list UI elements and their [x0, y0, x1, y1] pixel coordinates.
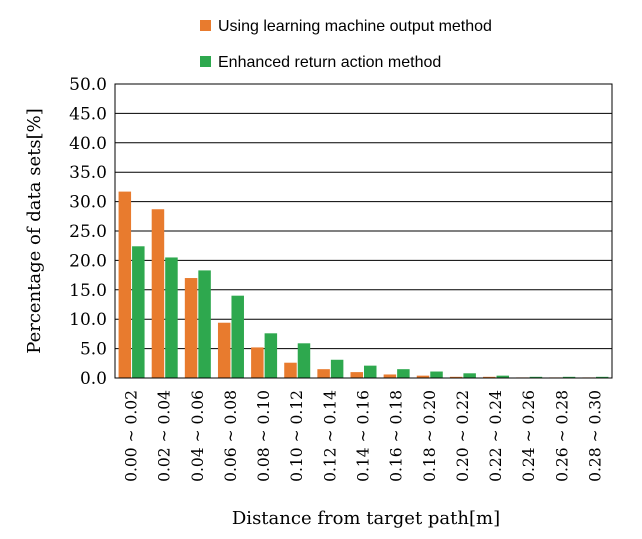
bar-series-1-3	[184, 278, 198, 378]
y-tick-label: 30.0	[69, 193, 107, 213]
bar-series-2-4	[231, 295, 244, 378]
x-tick-label: 0.14 ~ 0.16	[355, 390, 373, 482]
bar-series-1-8	[350, 372, 363, 378]
x-tick-labels: 0.00 ~ 0.02 0.02 ~ 0.04 0.04 ~ 0.06 0.06 ~ …	[123, 390, 605, 482]
bar-series-2-1	[132, 246, 145, 378]
y-tick-label: 20.0	[69, 251, 107, 271]
bar-series-2-6	[297, 343, 311, 378]
bar-series-2-5	[264, 333, 278, 378]
x-tick-label: 0.24 ~ 0.26	[520, 390, 538, 482]
x-tick-label: 0.12 ~ 0.14	[321, 390, 339, 482]
y-tick-label: 5.0	[80, 340, 107, 360]
plot-frame	[114, 83, 613, 379]
bar-series-2-11	[463, 373, 476, 378]
x-tick-label: 0.06 ~ 0.08	[222, 390, 240, 482]
y-tick-label: 50.0	[69, 75, 107, 95]
legend-label-series-1: Using learning machine output method	[218, 18, 492, 35]
bar-series-2-3	[198, 270, 211, 378]
bar-series-2-12	[496, 375, 510, 378]
x-tick-label: 0.02 ~ 0.04	[156, 390, 174, 482]
bar-series-2-9	[397, 369, 410, 378]
bar-series-1-1	[118, 191, 132, 378]
y-tick-label: 45.0	[69, 104, 107, 124]
bar-series-2-14	[562, 376, 576, 378]
legend-swatch-series-2	[200, 56, 211, 67]
bar-series-1-12	[483, 376, 496, 378]
bar-series-2-10	[430, 371, 443, 378]
bar-series-1-9	[383, 374, 397, 378]
bar-series-1-5	[251, 347, 264, 378]
bar-series-2-13	[529, 376, 543, 378]
bar-series-2-7	[330, 359, 344, 378]
x-tick-label: 0.08 ~ 0.10	[255, 390, 273, 482]
x-tick-label: 0.26 ~ 0.28	[553, 390, 571, 482]
bar-series-1-2	[151, 209, 165, 378]
y-tick-label: 0.0	[80, 369, 107, 389]
x-tick-label: 0.20 ~ 0.22	[454, 390, 472, 482]
bar-series-1-11	[449, 376, 463, 378]
x-tick-label: 0.04 ~ 0.06	[189, 390, 207, 482]
x-tick-label: 0.00 ~ 0.02	[123, 390, 141, 482]
x-axis-title: Distance from target path[m]	[232, 508, 500, 529]
bar-series-1-10	[416, 375, 430, 378]
x-tick-label: 0.22 ~ 0.24	[487, 390, 505, 482]
y-tick-label: 25.0	[69, 222, 107, 242]
x-tick-label: 0.18 ~ 0.20	[421, 390, 439, 482]
legend: Using learning machine output method Enh…	[200, 18, 492, 71]
bar-series-1-7	[317, 369, 330, 378]
bar-series-2-8	[364, 365, 377, 378]
y-tick-label: 15.0	[69, 281, 107, 301]
legend-swatch-series-1	[200, 20, 211, 31]
y-tick-labels: 0.0 5.0 10.0 15.0 20.0 25.0 30.0 35.0 40.0 45.0 50…	[69, 75, 107, 389]
x-tick-label: 0.28 ~ 0.30	[586, 390, 604, 482]
x-tick-label: 0.10 ~ 0.12	[288, 390, 306, 482]
legend-label-series-2: Enhanced return action method	[218, 54, 441, 71]
y-tick-label: 40.0	[69, 134, 107, 154]
y-tick-label: 35.0	[69, 163, 107, 183]
y-axis-title: Percentage of data sets[%]	[24, 108, 45, 353]
bar-series-1-4	[217, 322, 231, 378]
x-tick-label: 0.16 ~ 0.18	[388, 390, 406, 482]
bar-series-2-15	[595, 376, 609, 378]
bar-series-1-6	[284, 362, 297, 378]
bars	[118, 191, 609, 378]
y-tick-label: 10.0	[69, 310, 107, 330]
bar-series-2-2	[165, 257, 178, 378]
